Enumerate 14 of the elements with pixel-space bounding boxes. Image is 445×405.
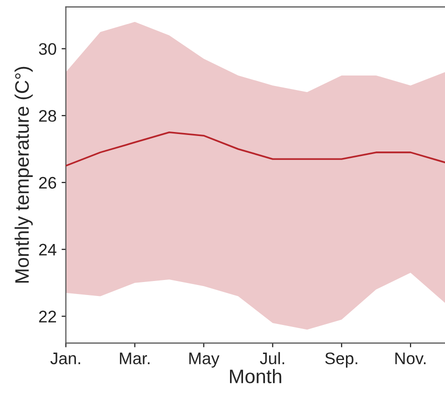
x-tick-label: May — [189, 352, 220, 368]
x-tick-label: Jul. — [260, 352, 284, 364]
x-tick-label: Jan. — [50, 352, 80, 364]
y-tick-label: 28 — [39, 110, 56, 122]
y-tick-label: 26 — [39, 176, 56, 189]
x-tick-label: Nov. — [395, 352, 426, 364]
x-axis-title: Month — [230, 368, 282, 384]
y-axis-title: Monthly temperature (C°) — [14, 66, 33, 283]
y-tick-label: 24 — [39, 244, 56, 256]
y-tick-label: 30 — [38, 43, 56, 55]
x-tick-label: Sep. — [325, 352, 358, 368]
x-tick-label: Mar. — [120, 352, 150, 364]
line-series — [66, 131, 445, 167]
y-tick-label: 22 — [39, 310, 56, 322]
